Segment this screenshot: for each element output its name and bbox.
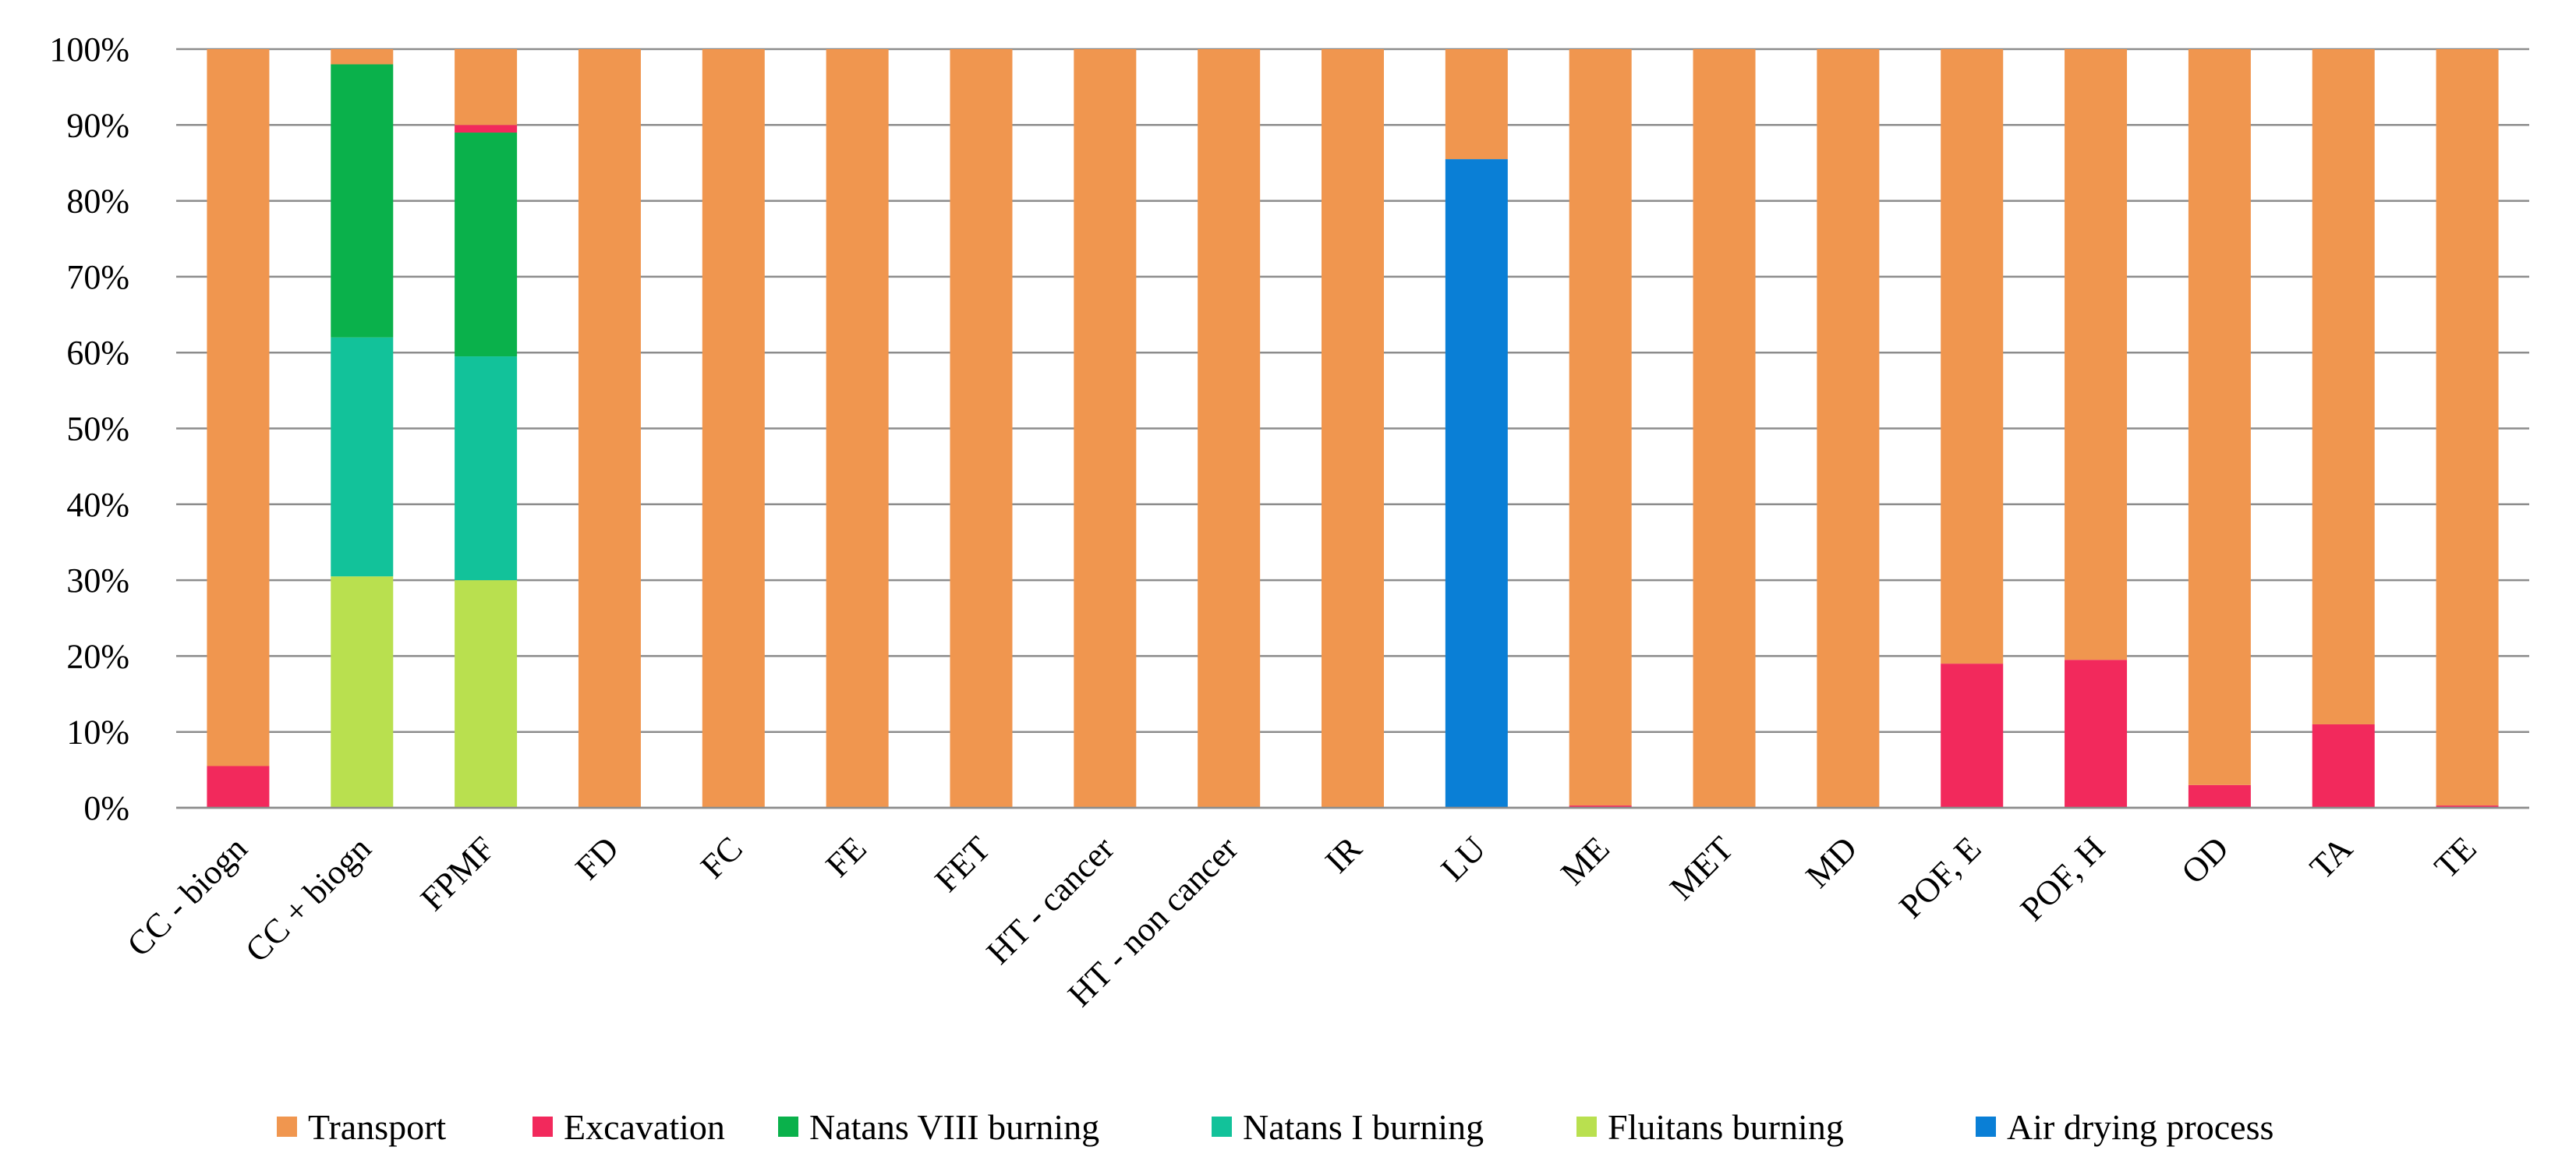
x-tick-label: FE: [819, 829, 874, 884]
bar-segment-natans-i-burning: [455, 356, 518, 581]
bar-segment-transport: [2065, 49, 2128, 660]
y-tick-label: 70%: [66, 258, 129, 296]
x-tick-label: POF, H: [2013, 829, 2112, 928]
bar-segment-natans-viii-burning: [331, 64, 394, 338]
bar-segment-excavation: [1941, 664, 2004, 808]
x-tick-label: CC - biogn: [120, 829, 255, 964]
x-tick-label: IR: [1318, 829, 1369, 880]
legend-label: Fluitans burning: [1608, 1107, 1844, 1147]
legend-label: Excavation: [564, 1107, 725, 1147]
bar-segment-air-drying-process: [1445, 159, 1508, 808]
bar-segment-excavation: [1569, 805, 1632, 808]
bar-segment-transport: [1941, 49, 2004, 664]
bar-segment-transport: [331, 49, 394, 65]
bar-segment-excavation: [2436, 805, 2499, 808]
bar-segment-transport: [1198, 49, 1261, 808]
legend-swatch: [1576, 1117, 1597, 1137]
bar-segment-fluitans-burning: [331, 576, 394, 808]
legend: Transport Excavation Natans VIII burning Na…: [277, 1107, 2273, 1147]
x-tick-label: MD: [1799, 829, 1865, 895]
x-tick-label: FC: [693, 829, 750, 886]
bar-segment-transport: [826, 49, 889, 808]
bar-segment-transport: [1569, 49, 1632, 806]
legend-swatch: [277, 1117, 297, 1137]
bar-series-group: [207, 49, 2499, 808]
bar-segment-transport: [578, 49, 641, 808]
bar-segment-excavation: [2188, 784, 2251, 808]
bar-segment-transport: [1322, 49, 1384, 808]
bar-segment-excavation: [455, 125, 518, 133]
bar-segment-excavation: [2312, 724, 2375, 808]
bar-segment-transport: [455, 49, 518, 126]
bar-segment-transport: [950, 49, 1013, 808]
bar-segment-transport: [702, 49, 765, 808]
bar-segment-fluitans-burning: [455, 580, 518, 808]
x-tick-label: FD: [568, 829, 626, 887]
bar-segment-transport: [2188, 49, 2251, 785]
y-tick-label: 60%: [66, 334, 129, 372]
bar-segment-natans-i-burning: [331, 337, 394, 577]
bar-segment-excavation: [207, 766, 270, 808]
legend-label: Natans I burning: [1243, 1107, 1484, 1147]
bar-segment-transport: [2312, 49, 2375, 724]
bar-segment-excavation: [2065, 660, 2128, 808]
x-tick-label: OD: [2174, 829, 2236, 891]
x-tick-label: TA: [2302, 829, 2360, 887]
y-tick-label: 20%: [66, 637, 129, 675]
x-tick-label: TE: [2427, 829, 2484, 886]
bar-segment-transport: [1445, 49, 1508, 160]
legend-label: Natans VIII burning: [809, 1107, 1099, 1147]
x-tick-label: CC + biogn: [238, 829, 378, 969]
bar-segment-transport: [1817, 49, 1880, 808]
bar-segment-transport: [2436, 49, 2499, 806]
legend-label: Air drying process: [2007, 1107, 2273, 1147]
y-tick-label: 40%: [66, 486, 129, 524]
y-tick-label: 0%: [83, 789, 129, 827]
bar-segment-transport: [1074, 49, 1137, 808]
bar-segment-transport: [1693, 49, 1756, 808]
y-axis-tick-labels: 0% 10% 20% 30% 40% 50% 60% 70% 80% 90% 100%: [49, 30, 129, 827]
x-tick-label: POF, E: [1891, 829, 1988, 926]
x-tick-label: MET: [1662, 829, 1740, 907]
legend-swatch: [778, 1117, 798, 1137]
y-tick-label: 50%: [66, 410, 129, 448]
y-tick-label: 80%: [66, 182, 129, 221]
legend-label: Transport: [308, 1107, 446, 1147]
x-tick-label: FET: [928, 829, 998, 899]
x-tick-label: FPMF: [413, 829, 502, 918]
y-tick-label: 90%: [66, 106, 129, 144]
legend-swatch: [1212, 1117, 1232, 1137]
bar-segment-natans-viii-burning: [455, 133, 518, 357]
x-tick-label: LU: [1434, 829, 1493, 888]
y-tick-label: 100%: [49, 30, 129, 69]
y-tick-label: 30%: [66, 561, 129, 600]
y-tick-label: 10%: [66, 713, 129, 752]
legend-swatch: [1976, 1117, 1996, 1137]
legend-swatch: [533, 1117, 553, 1137]
bar-segment-transport: [207, 49, 270, 766]
x-tick-label: ME: [1553, 829, 1616, 892]
